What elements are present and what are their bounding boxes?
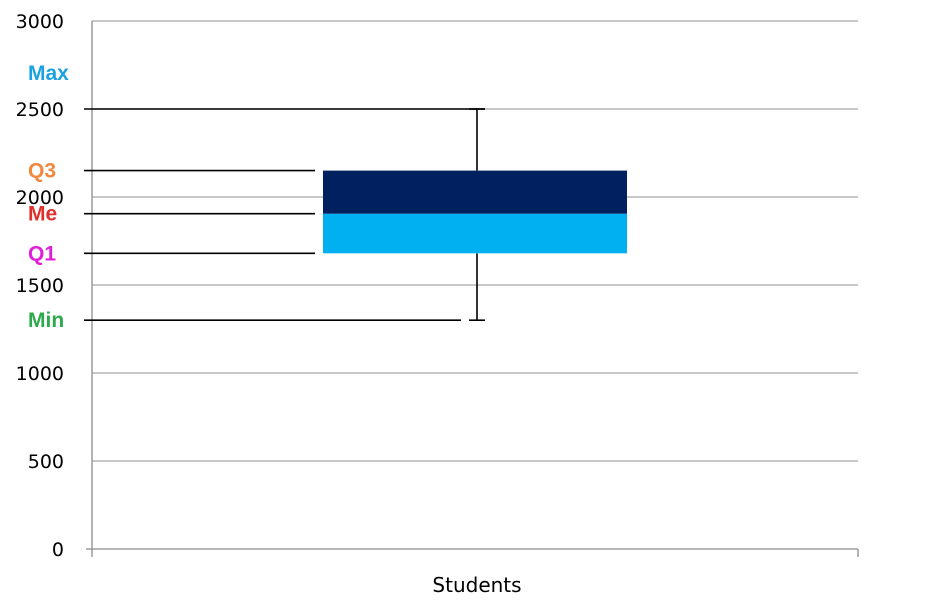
box-lower-q1-median xyxy=(323,213,627,254)
annotation-label-q1: Q1 xyxy=(28,242,56,265)
annotation-label-max: Max xyxy=(28,62,69,85)
y-tick-label: 3000 xyxy=(16,11,64,33)
annotation-label-median: Me xyxy=(28,203,57,226)
y-tick-label: 2500 xyxy=(16,99,64,121)
annotation-label-q3: Q3 xyxy=(28,160,56,183)
y-tick-label: 1000 xyxy=(16,363,64,385)
y-tick-label: 1500 xyxy=(16,275,64,297)
box-upper-median-q3 xyxy=(323,170,627,214)
x-category-label: Students xyxy=(432,573,521,597)
y-tick-label: 0 xyxy=(52,539,64,561)
y-tick-label: 500 xyxy=(28,451,64,473)
y-tick-label: 2000 xyxy=(16,187,64,209)
annotation-label-min: Min xyxy=(28,309,64,332)
